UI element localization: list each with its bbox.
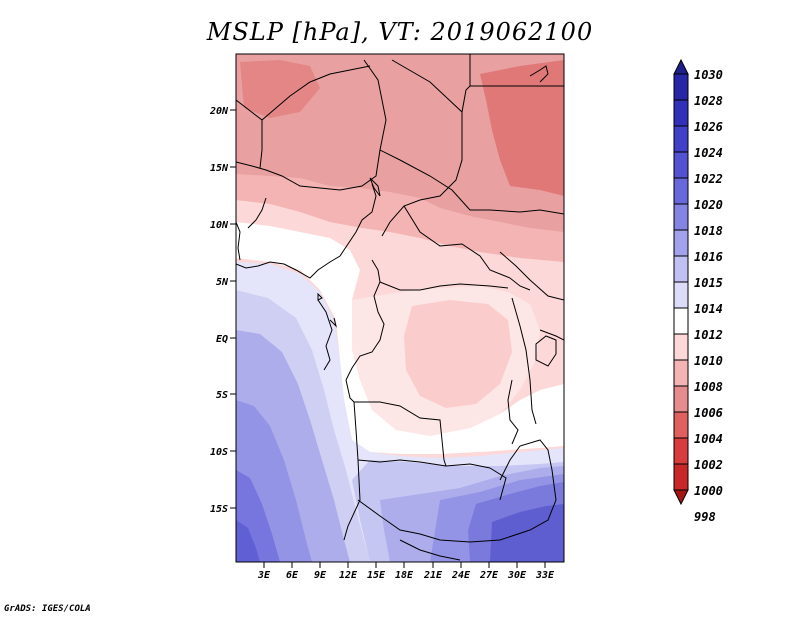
lon-label: 24E xyxy=(451,570,471,581)
colorbar-label: 1020 xyxy=(694,198,723,212)
colorbar-swatch xyxy=(673,99,689,127)
colorbar-label: 1008 xyxy=(694,380,723,394)
colorbar-swatch xyxy=(673,255,689,283)
grads-credit: GrADS: IGES/COLA xyxy=(4,604,91,614)
lon-label: 21E xyxy=(423,570,443,581)
lon-label: 18E xyxy=(395,570,414,581)
colorbar-swatch xyxy=(673,73,689,101)
colorbar-label: 998 xyxy=(694,510,716,524)
longitude-axis: 3E 6E 9E 12E 15E 18E 21E 24E 27E 30E 33E xyxy=(257,562,555,581)
lat-label: 10S xyxy=(210,447,228,458)
lon-label: 6E xyxy=(286,570,299,581)
lon-label: 15E xyxy=(367,570,386,581)
map-frame xyxy=(235,53,565,563)
colorbar-top-arrow xyxy=(673,58,689,75)
colorbar-bottom-arrow xyxy=(673,489,689,506)
colorbar-label: 1012 xyxy=(694,328,723,342)
colorbar-swatch xyxy=(673,385,689,413)
colorbar-swatch xyxy=(673,359,689,387)
lon-label: 12E xyxy=(339,570,358,581)
colorbar-swatch xyxy=(673,281,689,309)
colorbar-label: 1026 xyxy=(694,120,723,134)
lat-label: 5N xyxy=(216,277,229,288)
colorbar-label: 1010 xyxy=(694,354,723,368)
lat-label: 10N xyxy=(210,220,229,231)
colorbar-swatch xyxy=(673,125,689,153)
latitude-axis: 20N 15N 10N 5N EQ 5S 10S 15S xyxy=(209,106,236,515)
colorbar-label: 1014 xyxy=(694,302,723,316)
map-title: MSLP [hPa], VT: 2019062100 xyxy=(206,18,594,46)
lat-label: 15N xyxy=(210,163,229,174)
colorbar-label: 1016 xyxy=(694,250,723,264)
colorbar-label: 1024 xyxy=(694,146,723,160)
lon-label: 27E xyxy=(479,570,499,581)
colorbar-swatch xyxy=(673,151,689,179)
country-borders xyxy=(236,54,564,561)
colorbar-swatch xyxy=(673,437,689,465)
lon-label: 33E xyxy=(535,570,555,581)
colorbar-label: 1006 xyxy=(694,406,723,420)
lat-label: 5S xyxy=(216,390,228,401)
pressure-field xyxy=(236,54,564,562)
colorbar-label: 1018 xyxy=(694,224,723,238)
lat-label: EQ xyxy=(216,334,228,345)
colorbar-swatch xyxy=(673,307,689,335)
colorbar: 1030 1028 1026 1024 1022 1020 1018 1016 1015 1014… xyxy=(673,58,723,524)
colorbar-label: 1022 xyxy=(694,172,723,186)
colorbar-swatch xyxy=(673,333,689,361)
lon-label: 9E xyxy=(314,570,327,581)
colorbar-swatch xyxy=(673,229,689,257)
colorbar-label: 1002 xyxy=(694,458,723,472)
colorbar-label: 1004 xyxy=(694,432,723,446)
colorbar-swatch xyxy=(673,177,689,205)
colorbar-label: 1028 xyxy=(694,94,723,108)
colorbar-swatch xyxy=(673,463,689,491)
lon-label: 3E xyxy=(257,570,271,581)
lon-label: 30E xyxy=(507,570,527,581)
lat-label: 15S xyxy=(210,504,228,515)
colorbar-swatch xyxy=(673,411,689,439)
lat-label: 20N xyxy=(209,106,229,117)
colorbar-label: 1030 xyxy=(694,68,723,82)
colorbar-swatch xyxy=(673,203,689,231)
colorbar-label: 1000 xyxy=(694,484,723,498)
colorbar-label: 1015 xyxy=(694,276,723,290)
